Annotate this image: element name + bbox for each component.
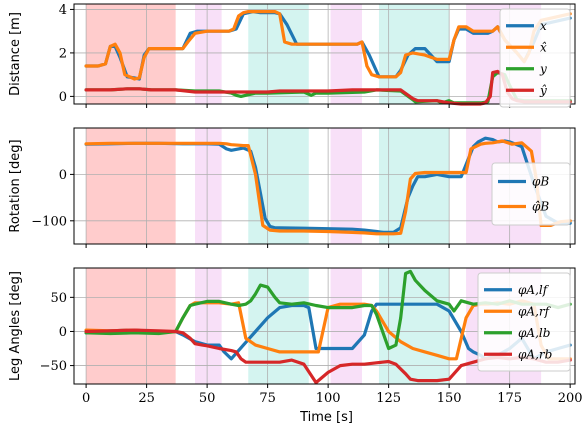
band-1-1 [195, 128, 222, 244]
axes-frame [73, 127, 576, 245]
series-line-0-1 [84, 10, 572, 81]
x-tick-label: 75 [259, 391, 276, 406]
series-line-0-3 [84, 69, 572, 106]
band-1-3 [330, 128, 363, 244]
y-tick-label: 0 [59, 168, 67, 183]
band-0-3 [330, 4, 363, 104]
y-tick-label: 50 [50, 291, 67, 306]
axes-frame [73, 3, 576, 105]
x-tick-label: 200 [558, 391, 583, 406]
legend-label: φB [532, 175, 549, 189]
band-2-4 [378, 268, 450, 384]
x-axis-label: Time [s] [299, 410, 353, 425]
y-axis-label: Rotation [deg] [8, 139, 23, 232]
legend-label: ŷ [539, 83, 547, 97]
axes-frame [73, 267, 576, 385]
x-tick-label: 50 [199, 391, 216, 406]
labels: 0 2 4 Distance [m] −100 0 Rotation [deg] −50 0 50… [8, 3, 583, 425]
x-tick-label: 175 [497, 391, 522, 406]
band-2-0 [86, 268, 176, 384]
x-tick-label: 150 [437, 391, 462, 406]
legend-box [499, 8, 571, 108]
x-tick-label: 125 [376, 391, 401, 406]
y-tick-label: 0 [59, 90, 67, 105]
x-tick-label: 25 [138, 391, 155, 406]
series-line-1-1 [84, 139, 572, 236]
legend-label: φA,rb [518, 347, 552, 361]
series-line-2-2 [84, 269, 572, 351]
band-2-1 [195, 268, 222, 384]
legend-label: x̂ [540, 40, 547, 54]
band-1-0 [86, 128, 176, 244]
y-tick-label: 4 [59, 3, 67, 18]
y-tick-label: −100 [31, 214, 67, 229]
legends: x x̂ yŷ φB φ̂B φA,lf φA,rf φA,lb φA,rb [477, 8, 571, 372]
legend-label: φA,rf [518, 304, 552, 318]
band-0-2 [248, 4, 309, 104]
x-tick-label: 0 [82, 391, 90, 406]
y-axis-label: Distance [m] [8, 12, 23, 96]
legend-box [477, 272, 571, 372]
band-0-1 [195, 4, 222, 104]
y-axis-label: Leg Angles [deg] [8, 271, 23, 381]
legend-label: x [540, 19, 547, 33]
legend-label: φA,lb [518, 326, 550, 340]
y-tick-label: −50 [40, 359, 67, 374]
series-lines [84, 10, 572, 385]
legend-label: y [539, 62, 547, 76]
legend-label: φ̂B [532, 200, 549, 214]
x-tick-label: 100 [316, 391, 341, 406]
legend-label: φA,lf [518, 283, 550, 297]
axes [70, 3, 576, 388]
band-2-2 [248, 268, 309, 384]
y-tick-label: 2 [59, 46, 67, 61]
y-tick-label: 0 [59, 325, 67, 340]
legend-box [491, 162, 571, 226]
